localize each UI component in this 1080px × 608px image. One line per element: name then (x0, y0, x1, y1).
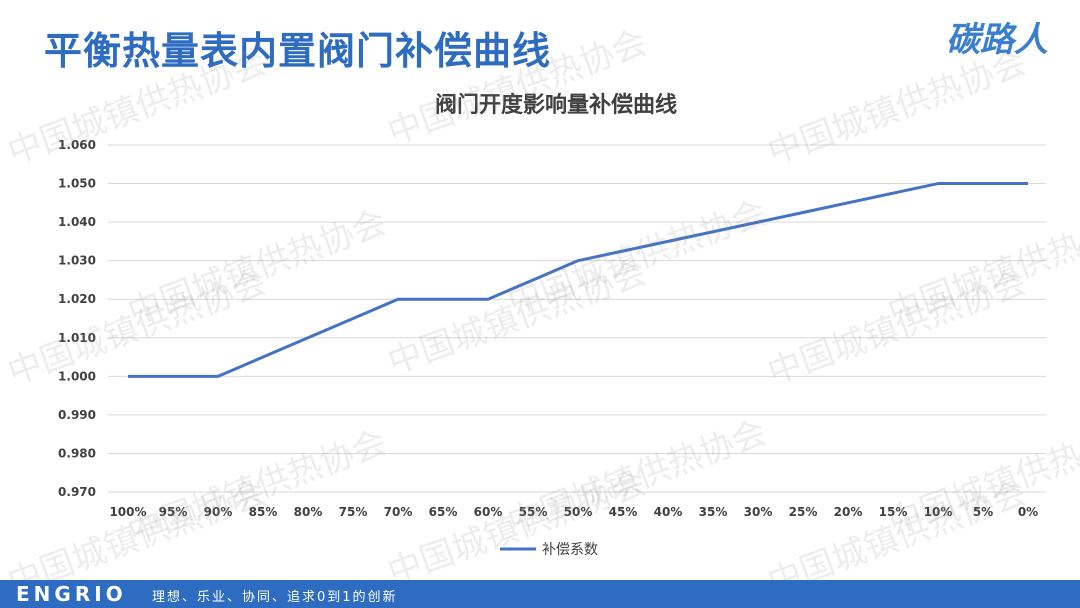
x-tick-label: 15% (879, 505, 908, 519)
header-bar (0, 0, 1080, 80)
x-tick-label: 50% (564, 505, 593, 519)
x-tick-label: 10% (924, 505, 953, 519)
footer-slogan: 理想、乐业、协同、追求0到1的创新 (152, 590, 398, 605)
x-tick-label: 75% (339, 505, 368, 519)
y-tick-label: 1.050 (58, 177, 96, 191)
x-tick-label: 80% (294, 505, 323, 519)
footer-bar: ENGRIO 理想、乐业、协同、追求0到1的创新 (0, 580, 1080, 608)
y-tick-label: 0.980 (58, 446, 96, 460)
x-tick-label: 95% (159, 505, 188, 519)
legend-label: 补偿系数 (542, 542, 598, 558)
x-tick-label: 20% (834, 505, 863, 519)
x-tick-label: 90% (204, 505, 233, 519)
y-tick-label: 0.990 (58, 408, 96, 422)
line-chart: 阀门开度影响量补偿曲线 1.0601.0501.0401.0301.0201.0… (58, 92, 1046, 558)
x-tick-label: 65% (429, 505, 458, 519)
y-tick-label: 0.970 (58, 485, 96, 499)
x-axis-ticks: 100% 95% 90% 85% 80% 75% 70% 65% 60% 55% 50% 45% 40%… (109, 505, 1038, 519)
y-tick-label: 1.020 (58, 292, 96, 306)
x-tick-label: 0% (1018, 505, 1038, 519)
y-tick-label: 1.060 (58, 138, 96, 152)
x-tick-label: 100% (109, 505, 146, 519)
x-tick-label: 85% (249, 505, 278, 519)
x-tick-label: 70% (384, 505, 413, 519)
y-axis-ticks: 1.060 1.050 1.040 1.030 1.020 1.010 1.000 0.990… (58, 138, 96, 499)
chart-title: 阀门开度影响量补偿曲线 (435, 92, 677, 118)
x-tick-label: 45% (609, 505, 638, 519)
y-tick-label: 1.010 (58, 331, 96, 345)
gridlines (108, 144, 1046, 493)
x-tick-label: 25% (789, 505, 818, 519)
series-layer (128, 182, 1028, 378)
x-tick-label: 35% (699, 505, 728, 519)
x-tick-label: 60% (474, 505, 503, 519)
series-line (128, 182, 1028, 378)
y-tick-label: 1.040 (58, 215, 96, 229)
x-tick-label: 30% (744, 505, 773, 519)
y-tick-label: 1.000 (58, 369, 96, 383)
x-tick-label: 5% (973, 505, 993, 519)
footer-brand: ENGRIO (16, 582, 127, 606)
y-tick-label: 1.030 (58, 254, 96, 268)
chart-area: 阀门开度影响量补偿曲线 1.060 1.050 1.040 1.030 1.020 1.0… (28, 82, 1056, 570)
logo-text: 碳路人 (946, 20, 1048, 60)
legend: 补偿系数 (500, 542, 598, 558)
x-tick-label: 40% (654, 505, 683, 519)
x-tick-label: 55% (519, 505, 548, 519)
page-title: 平衡热量表内置阀门补偿曲线 (44, 29, 552, 73)
brand-logo: 碳路人 (946, 6, 1066, 62)
